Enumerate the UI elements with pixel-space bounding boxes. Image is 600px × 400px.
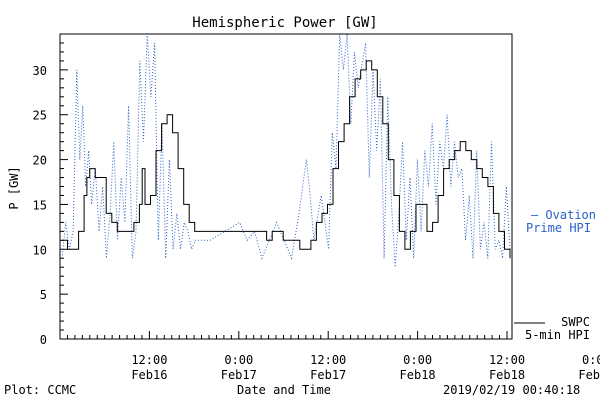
series-layer	[61, 33, 511, 268]
y-axis-label: P [GW]	[7, 166, 21, 209]
plot-timestamp: 2019/02/19 00:40:18	[443, 383, 581, 397]
y-axis: 0 5 10 15 20 25 30	[33, 33, 68, 347]
x-tick-time-label: 0:00	[224, 353, 253, 367]
y-tick-label: 5	[40, 288, 47, 302]
chart-title: Hemispheric Power [GW]	[192, 15, 377, 31]
y-tick-label: 30	[33, 64, 47, 78]
x-tick-date-label: Feb19	[578, 368, 600, 382]
x-tick-date-label: Feb17	[310, 368, 346, 382]
x-tick-date-label: Feb16	[131, 368, 167, 382]
x-axis-title: Date and Time	[237, 383, 331, 397]
plot-frame	[59, 33, 513, 340]
y-tick-label: 10	[33, 243, 47, 257]
legend-ovation-line1: — Ovation	[531, 208, 596, 222]
y-tick-label: 20	[33, 154, 47, 168]
x-axis: 12:00Feb160:00Feb1712:00Feb170:00Feb1812…	[59, 331, 600, 382]
swpc-hpi-series-line	[62, 60, 511, 259]
x-tick-date-label: Feb17	[221, 368, 257, 382]
plot-credit: Plot: CCMC	[4, 383, 77, 397]
x-tick-time-label: 12:00	[310, 353, 346, 367]
x-tick-time-label: 0:00	[403, 353, 432, 367]
y-tick-label: 0	[40, 333, 47, 347]
legend-ovation-line2: Prime HPI	[526, 221, 591, 235]
ovation-prime-series-line	[61, 33, 511, 268]
legend-ovation: — Ovation Prime HPI	[526, 208, 596, 235]
x-tick-time-label: 0:00	[582, 353, 600, 367]
y-tick-label: 15	[33, 198, 47, 212]
x-tick-time-label: 12:00	[489, 353, 525, 367]
x-tick-time-label: 12:00	[131, 353, 167, 367]
y-tick-label: 25	[33, 109, 47, 123]
legend-swpc-line2: 5-min HPI	[525, 328, 590, 342]
x-tick-date-label: Feb18	[400, 368, 436, 382]
legend-swpc: SWPC 5-min HPI	[514, 315, 590, 342]
x-tick-date-label: Feb18	[489, 368, 525, 382]
legend-swpc-line1: SWPC	[561, 315, 590, 329]
